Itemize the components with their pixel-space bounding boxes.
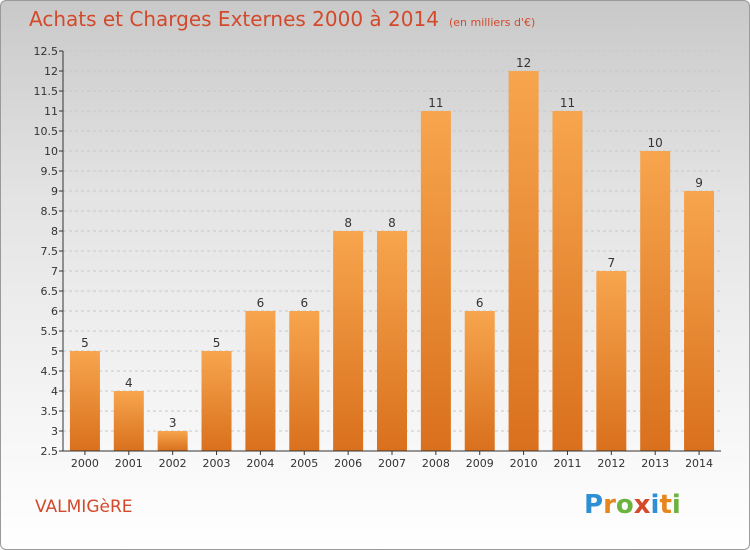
x-tick-label: 2005 xyxy=(290,457,318,470)
y-tick-label: 9 xyxy=(51,185,58,198)
x-tick-label: 2013 xyxy=(641,457,669,470)
bar xyxy=(113,391,144,451)
x-tick-label: 2008 xyxy=(422,457,450,470)
y-tick-label: 6.5 xyxy=(41,285,59,298)
bar xyxy=(201,351,232,451)
y-tick-label: 9.5 xyxy=(41,165,59,178)
logo-letter: o xyxy=(615,490,634,520)
bar xyxy=(596,271,627,451)
bar xyxy=(464,311,495,451)
data-label: 8 xyxy=(344,216,352,230)
y-tick-label: 4 xyxy=(51,385,58,398)
data-label: 6 xyxy=(476,296,484,310)
data-label: 11 xyxy=(428,96,443,110)
logo-letter: i xyxy=(650,490,660,520)
x-tick-label: 2011 xyxy=(553,457,581,470)
place-name: VALMIGèRE xyxy=(35,497,133,517)
data-label: 4 xyxy=(125,376,133,390)
x-tick-label: 2004 xyxy=(246,457,274,470)
y-tick-label: 7.5 xyxy=(41,245,59,258)
y-tick-label: 7 xyxy=(51,265,58,278)
y-tick-label: 3 xyxy=(51,425,58,438)
bar xyxy=(157,431,188,451)
data-labels: 5 4 3 5 6 6 8 8 11 6 12 11 7 10 9 xyxy=(81,56,703,430)
data-label: 6 xyxy=(300,296,308,310)
x-tick-label: 2009 xyxy=(466,457,494,470)
x-tick-label: 2002 xyxy=(159,457,187,470)
data-label: 9 xyxy=(695,176,703,190)
axes: 2.5 3 3.5 4 4.5 5 5.5 6 6.5 7 7.5 8 8.5 9 9.5 10 10.5 11 1… xyxy=(34,45,721,470)
y-tick-label: 5.5 xyxy=(41,325,59,338)
x-tick-label: 2012 xyxy=(597,457,625,470)
bar xyxy=(245,311,276,451)
data-label: 3 xyxy=(169,416,177,430)
proxiti-logo: Proxiti xyxy=(584,490,681,520)
y-tick-label: 8 xyxy=(51,225,58,238)
data-label: 8 xyxy=(388,216,396,230)
bar xyxy=(289,311,320,451)
bars xyxy=(69,71,715,451)
bar xyxy=(684,191,715,451)
x-tick-label: 2003 xyxy=(203,457,231,470)
chart-title: Achats et Charges Externes 2000 à 2014 xyxy=(29,7,439,31)
y-tick-label: 10 xyxy=(44,145,58,158)
y-tick-label: 12 xyxy=(44,65,58,78)
data-label: 10 xyxy=(648,136,663,150)
title-line: Achats et Charges Externes 2000 à 2014 (e… xyxy=(29,7,535,31)
logo-letter: t xyxy=(659,490,672,520)
data-label: 6 xyxy=(257,296,265,310)
logo-letter: x xyxy=(633,490,651,520)
data-label: 5 xyxy=(213,336,221,350)
bar xyxy=(640,151,671,451)
y-tick-label: 11 xyxy=(44,105,58,118)
logo-letter: P xyxy=(584,490,604,520)
bar xyxy=(333,231,364,451)
y-tick-label: 4.5 xyxy=(41,365,59,378)
data-label: 7 xyxy=(608,256,616,270)
bar xyxy=(552,111,583,451)
chart-subtitle: (en milliers d'€) xyxy=(448,16,536,29)
x-tick-label: 2014 xyxy=(685,457,713,470)
y-tick-label: 10.5 xyxy=(34,125,59,138)
y-tick-label: 6 xyxy=(51,305,58,318)
x-tick-label: 2001 xyxy=(115,457,143,470)
y-tick-label: 8.5 xyxy=(41,205,59,218)
x-tick-label: 2006 xyxy=(334,457,362,470)
y-tick-label: 5 xyxy=(51,345,58,358)
bar xyxy=(420,111,451,451)
y-tick-label: 2.5 xyxy=(41,445,59,458)
y-tick-label: 11.5 xyxy=(34,85,59,98)
x-tick-label: 2010 xyxy=(510,457,538,470)
y-tick-label: 3.5 xyxy=(41,405,59,418)
bar xyxy=(69,351,100,451)
bar xyxy=(377,231,407,451)
bar xyxy=(508,71,539,451)
logo-letter: i xyxy=(671,490,681,520)
y-tick-label: 12.5 xyxy=(34,45,59,58)
data-label: 5 xyxy=(81,336,89,350)
x-tick-label: 2000 xyxy=(71,457,99,470)
logo-letter: r xyxy=(603,490,616,520)
data-label: 12 xyxy=(516,56,531,70)
data-label: 11 xyxy=(560,96,575,110)
x-tick-label: 2007 xyxy=(378,457,406,470)
